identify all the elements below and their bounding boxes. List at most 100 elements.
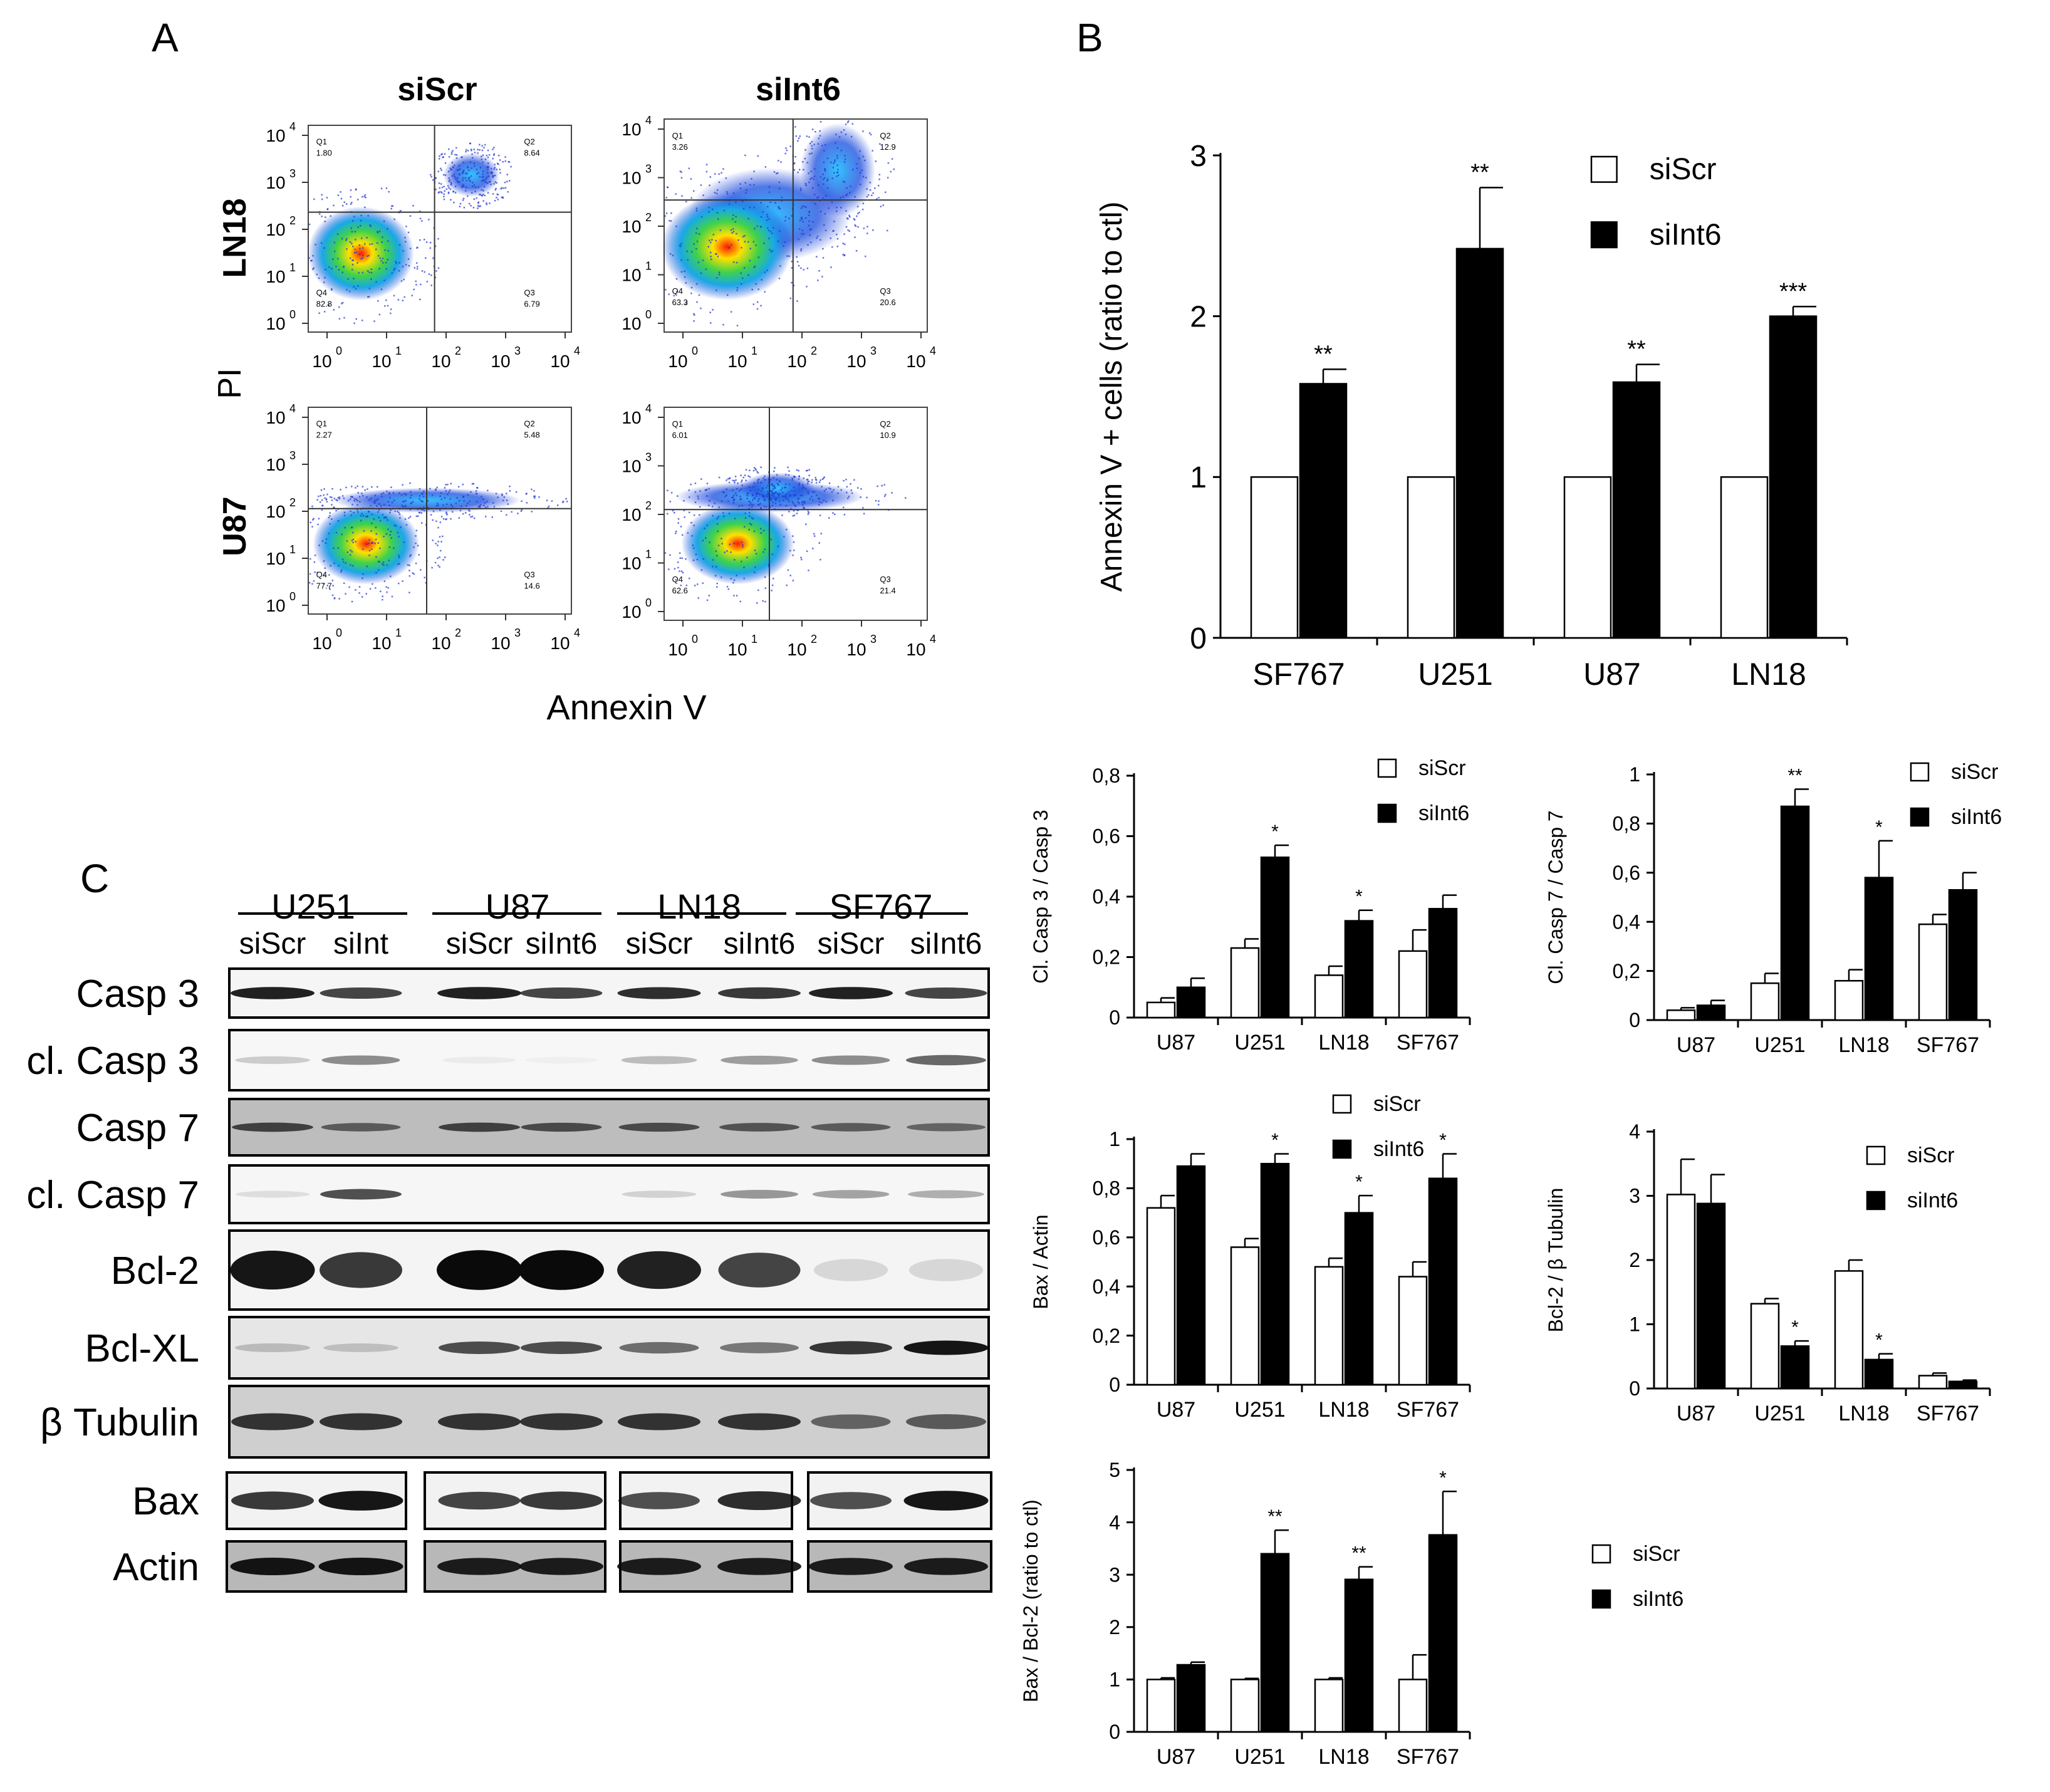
flow-event — [400, 280, 403, 282]
flow-event — [356, 504, 358, 506]
flow-event — [785, 504, 788, 507]
legend-label-siscr: siScr — [1418, 756, 1466, 780]
flow-event — [825, 170, 826, 172]
flow-event — [393, 547, 395, 550]
flow-event — [387, 519, 388, 521]
tick-exponent: 0 — [336, 345, 342, 357]
flow-event — [383, 516, 385, 519]
tick-exponent: 1 — [395, 345, 402, 357]
flow-event — [481, 496, 482, 497]
flow-event — [390, 312, 392, 315]
flow-event — [730, 311, 732, 313]
flow-event — [808, 211, 810, 213]
flow-event — [475, 492, 477, 494]
flow-event — [395, 261, 397, 263]
flow-event — [712, 208, 714, 211]
flow-event — [447, 493, 449, 496]
flow-event — [443, 185, 445, 187]
flow-event — [793, 541, 795, 543]
flow-event — [380, 288, 383, 290]
x-tick-label: 100 — [668, 633, 698, 659]
flow-event — [375, 538, 377, 541]
flow-event — [435, 543, 437, 544]
flow-event — [447, 484, 449, 486]
flow-event — [419, 210, 421, 212]
flow-event — [802, 504, 804, 506]
bar-siint6-u251 — [1780, 1345, 1810, 1390]
flow-event — [424, 271, 426, 273]
flow-event — [904, 497, 907, 499]
flow-event — [808, 136, 810, 138]
flow-event — [757, 504, 759, 506]
flow-event — [450, 169, 453, 170]
blot-band — [525, 1057, 598, 1064]
flow-event — [685, 558, 687, 560]
flow-event — [789, 575, 791, 576]
flow-event — [741, 247, 742, 249]
legend-label-siint6: siInt6 — [1373, 1137, 1424, 1161]
flow-event — [403, 501, 405, 503]
flow-event — [760, 481, 762, 484]
flow-event — [422, 508, 424, 511]
flow-event — [784, 474, 787, 476]
tick-base: 10 — [906, 640, 925, 659]
flow-event — [802, 221, 804, 223]
flow-event — [417, 544, 419, 547]
significance-mark: * — [1439, 1130, 1447, 1151]
flow-event — [445, 490, 447, 492]
flow-event — [335, 499, 337, 501]
flow-event — [757, 489, 760, 491]
flow-event — [439, 155, 440, 157]
flow-event — [755, 469, 757, 471]
flow-event — [493, 506, 496, 508]
flow-event — [800, 556, 802, 559]
flow-event — [474, 186, 477, 189]
flow-event — [760, 216, 762, 218]
flow-event — [840, 207, 842, 209]
flow-event — [680, 570, 683, 572]
tick-base: 10 — [266, 408, 285, 427]
flow-event — [533, 490, 535, 492]
flow-event — [467, 502, 469, 504]
flow-event — [710, 258, 712, 261]
flow-event — [378, 509, 380, 511]
bar-siint6-u87 — [1696, 1004, 1726, 1021]
flow-event — [358, 272, 360, 274]
flow-event — [779, 187, 781, 190]
flow-event — [331, 499, 333, 501]
flow-event — [686, 250, 689, 253]
flow-event — [704, 489, 707, 491]
flow-event — [877, 184, 880, 187]
y-tick-label: 10 0 — [622, 308, 652, 333]
flow-event — [800, 217, 803, 219]
flow-event — [721, 576, 722, 578]
flow-event — [470, 175, 472, 177]
flow-event — [846, 122, 849, 123]
significance-mark: ** — [1267, 1506, 1283, 1527]
tick-exponent: 4 — [930, 345, 936, 357]
flow-event — [811, 177, 813, 179]
flow-event — [762, 496, 764, 497]
flow-event — [438, 191, 440, 193]
flow-event — [763, 506, 765, 508]
flow-event — [407, 564, 409, 566]
flow-event — [766, 487, 767, 489]
flow-event — [749, 259, 751, 262]
legend-label-siscr: siScr — [1907, 1143, 1955, 1167]
flow-event — [456, 497, 458, 499]
flow-event — [429, 487, 431, 490]
flow-event — [382, 236, 383, 238]
flow-event — [397, 582, 400, 585]
y-tick-label: 2 — [1109, 1616, 1120, 1638]
flow-event — [833, 221, 835, 222]
flow-event — [795, 135, 798, 137]
quadrant-name-q4: Q4 — [672, 286, 683, 296]
flow-event — [845, 194, 847, 197]
flow-event — [784, 241, 786, 244]
flow-event — [331, 504, 333, 506]
flow-event — [362, 195, 363, 198]
flow-event — [445, 518, 447, 520]
flow-event — [785, 528, 788, 531]
flow-event — [853, 479, 855, 481]
bar-siscr-ln18 — [1314, 974, 1344, 1019]
